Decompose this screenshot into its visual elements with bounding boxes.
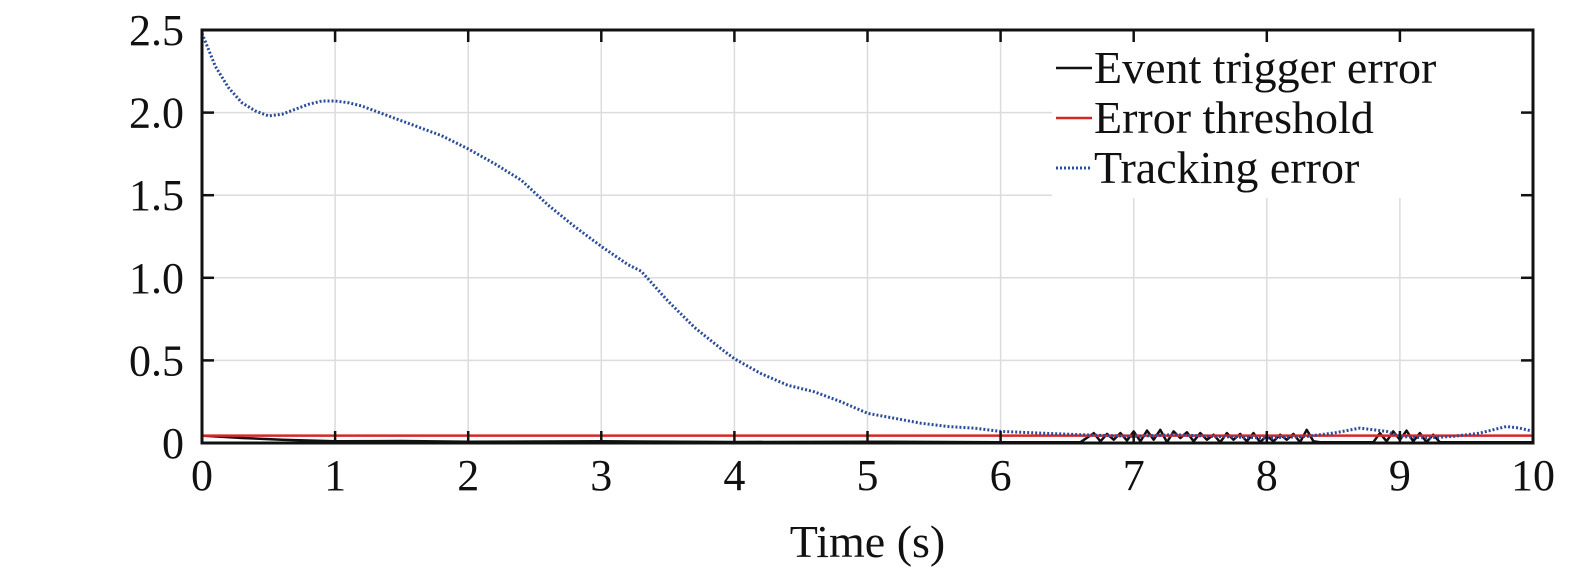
x-tick-label: 1 <box>324 451 346 500</box>
tick-labels: 0 1 2 3 4 5 6 7 8 9 10 0 0.5 1.0 1.5 2.0 2.5 <box>129 6 1555 500</box>
legend-background <box>1052 38 1522 198</box>
x-tick-label: 6 <box>990 451 1012 500</box>
x-tick-label: 0 <box>191 451 213 500</box>
x-tick-label: 10 <box>1511 451 1555 500</box>
x-tick-label: 7 <box>1123 451 1145 500</box>
axis-ticks <box>200 28 1535 445</box>
legend-label-0: Event trigger error <box>1094 42 1436 93</box>
x-tick-label: 2 <box>457 451 479 500</box>
y-tick-label: 1.5 <box>129 171 184 220</box>
x-tick-label: 4 <box>723 451 745 500</box>
x-axis-label: Time (s) <box>790 516 946 567</box>
y-tick-label: 0.5 <box>129 336 184 385</box>
y-tick-label: 2.5 <box>129 6 184 55</box>
x-tick-label: 5 <box>857 451 879 500</box>
legend-label-1: Error threshold <box>1094 92 1374 143</box>
x-tick-label: 9 <box>1389 451 1411 500</box>
y-tick-label: 2.0 <box>129 89 184 138</box>
x-tick-label: 3 <box>590 451 612 500</box>
y-tick-label: 0 <box>162 419 184 468</box>
x-tick-label: 8 <box>1256 451 1278 500</box>
y-tick-label: 1.0 <box>129 254 184 303</box>
legend-label-2: Tracking error <box>1094 142 1359 193</box>
